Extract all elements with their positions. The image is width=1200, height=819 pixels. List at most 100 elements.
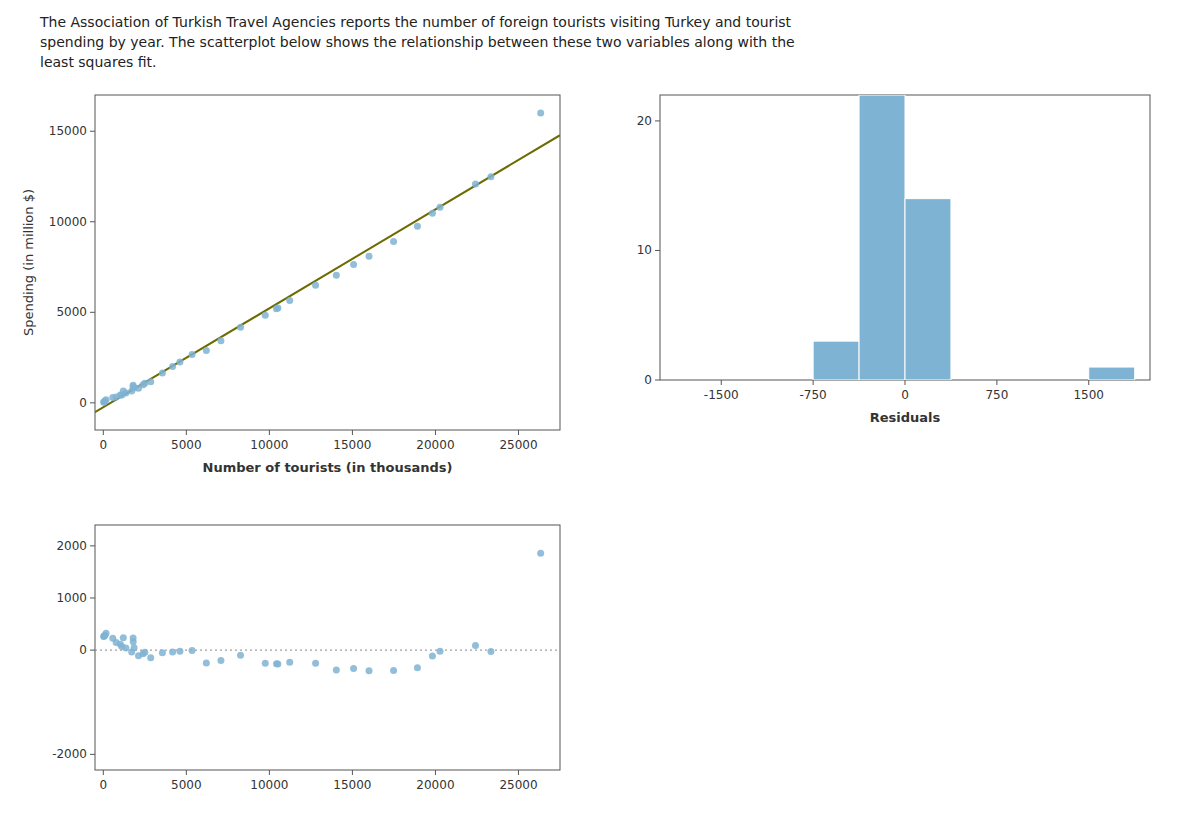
scatter-point bbox=[537, 550, 544, 557]
x-tick-label: 20000 bbox=[416, 778, 454, 792]
plot-marks bbox=[813, 95, 1135, 380]
scatter-point bbox=[262, 660, 269, 667]
scatter-point bbox=[237, 324, 244, 331]
panel-2: -1500-7500750150001020Residuals bbox=[637, 95, 1150, 425]
plot-marks bbox=[95, 550, 560, 675]
scatter-point bbox=[169, 363, 176, 370]
scatter-point bbox=[274, 660, 281, 667]
scatter-point bbox=[203, 660, 210, 667]
histogram-bar bbox=[767, 380, 813, 381]
scatter-point bbox=[472, 180, 479, 187]
scatter-point bbox=[147, 378, 154, 385]
scatter-point bbox=[203, 347, 210, 354]
x-tick bbox=[269, 430, 270, 435]
scatter-point bbox=[286, 297, 293, 304]
histogram-bar bbox=[951, 380, 997, 381]
x-tick bbox=[813, 380, 814, 385]
scatter-point bbox=[217, 657, 224, 664]
histogram-bar bbox=[1043, 380, 1089, 381]
plot-frame bbox=[95, 95, 560, 430]
x-tick-label: 750 bbox=[985, 388, 1008, 402]
y-tick bbox=[90, 597, 95, 598]
x-tick-label: 0 bbox=[99, 778, 107, 792]
y-tick-label: 1000 bbox=[56, 591, 87, 605]
scatter-point bbox=[350, 261, 357, 268]
scatter-point bbox=[274, 305, 281, 312]
x-tick bbox=[186, 430, 187, 435]
y-tick bbox=[90, 545, 95, 546]
x-tick-label: 1500 bbox=[1073, 388, 1104, 402]
x-tick bbox=[905, 380, 906, 385]
scatter-point bbox=[103, 396, 110, 403]
scatter-point bbox=[176, 648, 183, 655]
x-tick bbox=[721, 380, 722, 385]
x-tick-label: -1500 bbox=[704, 388, 739, 402]
x-tick bbox=[103, 430, 104, 435]
plot-frame bbox=[660, 95, 1150, 380]
histogram-bar bbox=[997, 380, 1043, 381]
scatter-point bbox=[130, 638, 137, 645]
y-tick bbox=[90, 402, 95, 403]
histogram-bar bbox=[905, 199, 951, 380]
scatter-point bbox=[141, 649, 148, 656]
x-tick-label: 0 bbox=[901, 388, 909, 402]
x-tick-label: 10000 bbox=[250, 438, 288, 452]
y-tick-label: 0 bbox=[644, 373, 652, 387]
x-tick-label: 15000 bbox=[333, 438, 371, 452]
y-tick-label: 2000 bbox=[56, 539, 87, 553]
histogram-bar bbox=[721, 380, 767, 381]
histogram-bar bbox=[1089, 367, 1135, 380]
scatter-point bbox=[189, 647, 196, 654]
y-tick-label: 0 bbox=[79, 396, 87, 410]
x-axis-label: Number of tourists (in thousands) bbox=[203, 460, 453, 475]
scatter-point bbox=[131, 644, 138, 651]
y-tick-label: 0 bbox=[79, 643, 87, 657]
x-tick bbox=[996, 380, 997, 385]
x-tick bbox=[435, 430, 436, 435]
y-tick bbox=[655, 250, 660, 251]
x-tick-label: 15000 bbox=[333, 778, 371, 792]
scatter-point bbox=[217, 337, 224, 344]
scatter-point bbox=[120, 634, 127, 641]
panel-0: 0500010000150002000025000050001000015000… bbox=[21, 95, 560, 475]
scatter-point bbox=[159, 369, 166, 376]
scatter-point bbox=[414, 223, 421, 230]
y-tick bbox=[90, 131, 95, 132]
scatter-point bbox=[390, 238, 397, 245]
scatter-point bbox=[333, 272, 340, 279]
scatter-point bbox=[103, 630, 110, 637]
x-tick bbox=[103, 770, 104, 775]
scatter-point bbox=[436, 204, 443, 211]
scatter-point bbox=[537, 110, 544, 117]
scatter-point bbox=[312, 282, 319, 289]
x-tick-label: 5000 bbox=[171, 438, 202, 452]
y-tick bbox=[90, 650, 95, 651]
x-tick-label: 20000 bbox=[416, 438, 454, 452]
x-tick bbox=[186, 770, 187, 775]
scatter-point bbox=[312, 660, 319, 667]
scatter-point bbox=[472, 642, 479, 649]
scatter-point bbox=[487, 173, 494, 180]
scatter-point bbox=[414, 664, 421, 671]
title: The Association of Turkish Travel Agenci… bbox=[40, 12, 1160, 72]
scatter-point bbox=[189, 351, 196, 358]
histogram-bar bbox=[675, 380, 721, 381]
scatter-point bbox=[350, 665, 357, 672]
plot-marks bbox=[95, 110, 560, 413]
y-tick bbox=[90, 221, 95, 222]
y-tick-label: 10000 bbox=[49, 215, 87, 229]
x-tick-label: 25000 bbox=[499, 438, 537, 452]
scatter-point bbox=[169, 648, 176, 655]
y-axis-label: Spending (in million $) bbox=[21, 189, 36, 336]
x-tick bbox=[352, 770, 353, 775]
scatter-point bbox=[333, 666, 340, 673]
scatter-point bbox=[390, 667, 397, 674]
y-tick-label: -2000 bbox=[52, 747, 87, 761]
x-tick-label: 10000 bbox=[250, 778, 288, 792]
x-tick bbox=[352, 430, 353, 435]
x-tick-label: 25000 bbox=[499, 778, 537, 792]
scatter-point bbox=[366, 667, 373, 674]
y-tick-label: 15000 bbox=[49, 124, 87, 138]
x-axis-label: Residuals bbox=[870, 410, 941, 425]
x-tick bbox=[269, 770, 270, 775]
